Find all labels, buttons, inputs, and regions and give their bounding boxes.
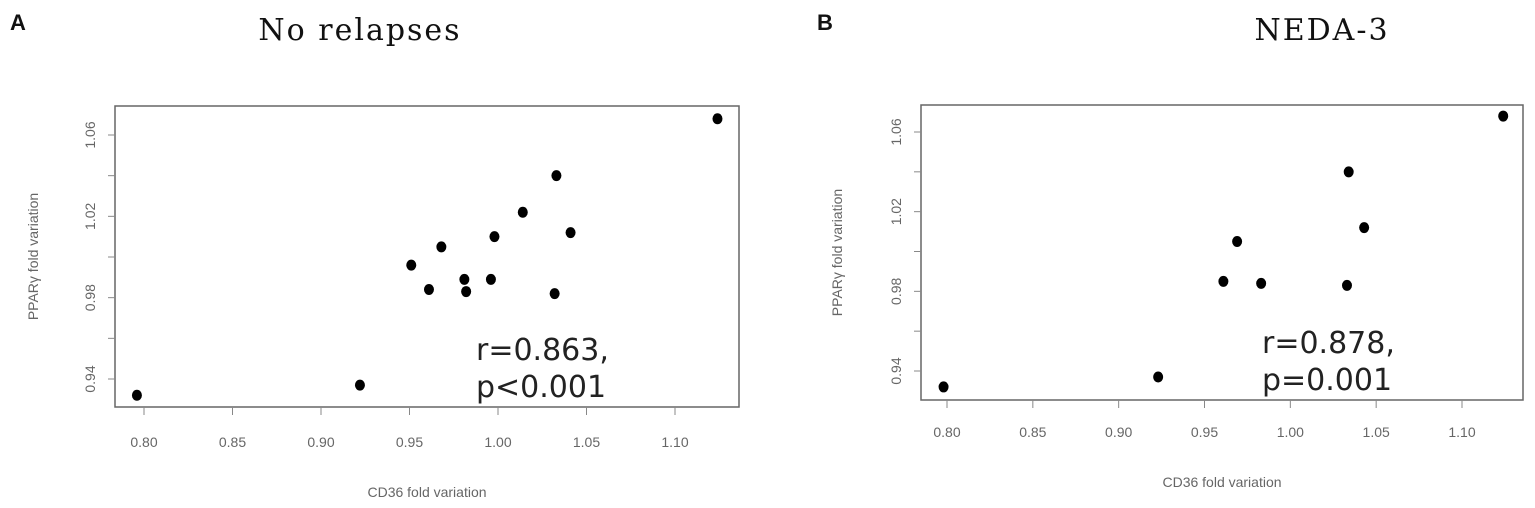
data-point [406, 259, 417, 271]
x-axis-label: CD36 fold variation [367, 484, 486, 500]
x-tick-label: 0.85 [1019, 424, 1046, 440]
data-point [938, 381, 949, 393]
plot-frame [920, 104, 1524, 401]
correlation-annotation: r=0.878, [1262, 326, 1395, 361]
data-point [1256, 277, 1267, 289]
y-tick-label: 1.06 [888, 118, 904, 145]
data-point [565, 227, 576, 239]
data-point [131, 389, 142, 401]
x-tick-label: 0.80 [933, 424, 960, 440]
correlation-annotation: r=0.863, [476, 333, 609, 368]
x-axis-label: CD36 fold variation [1162, 474, 1281, 490]
panel-b: B NEDA-3 0.80 0.85 0.90 0.95 1.00 1.05 1.10 0.94 0… [817, 10, 1524, 490]
x-tick-label: 1.10 [1448, 424, 1475, 440]
data-point [1232, 236, 1243, 248]
data-point [354, 379, 365, 391]
chart-title: No relapses [258, 13, 461, 48]
chart-title: NEDA-3 [1254, 13, 1389, 48]
data-point [1343, 166, 1354, 178]
data-point [436, 241, 447, 253]
data-point [549, 288, 560, 300]
data-point [423, 284, 434, 296]
data-point [1359, 222, 1370, 234]
x-tick-label: 1.05 [573, 434, 600, 450]
x-tick-label: 0.95 [1191, 424, 1218, 440]
data-point [459, 273, 470, 285]
panel-letter: B [817, 10, 833, 35]
correlation-annotation: p=0.001 [1262, 363, 1392, 398]
data-point [485, 273, 496, 285]
panel-a: A No relapses 0.80 0.85 0.90 0.95 1.00 1.05 1.10… [10, 10, 740, 500]
y-tick-label: 1.02 [888, 198, 904, 225]
x-tick-label: 1.10 [661, 434, 688, 450]
x-tick-label: 1.00 [1277, 424, 1304, 440]
data-point [712, 113, 723, 125]
panel-letter: A [10, 10, 26, 35]
x-tick-label: 0.90 [307, 434, 334, 450]
x-tick-label: 0.95 [396, 434, 423, 450]
y-tick-label: 0.98 [82, 284, 98, 311]
data-point [551, 170, 562, 182]
data-point [1218, 275, 1229, 287]
data-point [489, 231, 500, 243]
x-tick-label: 0.80 [130, 434, 157, 450]
x-tick-label: 0.90 [1105, 424, 1132, 440]
data-point [517, 206, 528, 218]
x-tick-label: 1.05 [1363, 424, 1390, 440]
y-axis-label: PPARγ fold variation [829, 189, 845, 316]
y-axis-label: PPARγ fold variation [25, 193, 41, 320]
y-tick-label: 0.98 [888, 277, 904, 304]
y-tick-label: 0.94 [888, 357, 904, 384]
data-point [461, 286, 472, 298]
correlation-annotation: p<0.001 [476, 370, 606, 405]
y-tick-label: 1.06 [82, 121, 98, 148]
plot-frame [114, 105, 740, 408]
x-tick-label: 0.85 [219, 434, 246, 450]
data-point [1153, 371, 1164, 383]
y-tick-label: 0.94 [82, 365, 98, 392]
y-tick-label: 1.02 [82, 202, 98, 229]
data-point [1341, 279, 1352, 291]
x-tick-label: 1.00 [484, 434, 511, 450]
data-point [1498, 110, 1509, 122]
